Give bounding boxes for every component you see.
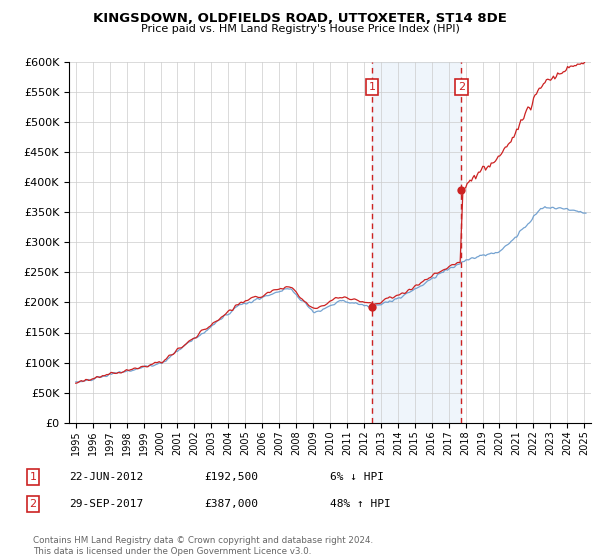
Text: 1: 1 xyxy=(368,82,376,92)
Text: £192,500: £192,500 xyxy=(204,472,258,482)
Text: Contains HM Land Registry data © Crown copyright and database right 2024.
This d: Contains HM Land Registry data © Crown c… xyxy=(33,536,373,556)
Text: 29-SEP-2017: 29-SEP-2017 xyxy=(69,499,143,509)
Text: 48% ↑ HPI: 48% ↑ HPI xyxy=(330,499,391,509)
Text: £387,000: £387,000 xyxy=(204,499,258,509)
Text: KINGSDOWN, OLDFIELDS ROAD, UTTOXETER, ST14 8DE: KINGSDOWN, OLDFIELDS ROAD, UTTOXETER, ST… xyxy=(93,12,507,25)
Text: 2: 2 xyxy=(458,82,465,92)
Text: 2: 2 xyxy=(29,499,37,509)
Text: 22-JUN-2012: 22-JUN-2012 xyxy=(69,472,143,482)
Text: 1: 1 xyxy=(29,472,37,482)
Text: Price paid vs. HM Land Registry's House Price Index (HPI): Price paid vs. HM Land Registry's House … xyxy=(140,24,460,34)
Bar xyxy=(372,62,461,423)
Text: 6% ↓ HPI: 6% ↓ HPI xyxy=(330,472,384,482)
